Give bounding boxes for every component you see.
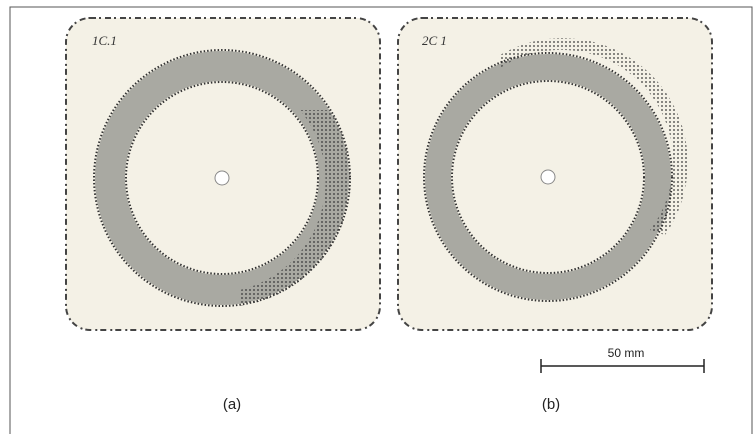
scale-label: 50 mm (608, 346, 645, 360)
figure: 1C.1 2C 1 50 mm (a) (b) (0, 0, 754, 434)
specimen-b: 2C 1 (398, 18, 712, 330)
caption: (b) (542, 396, 560, 413)
center-hole (215, 171, 229, 185)
specimen-tag: 1C.1 (92, 33, 117, 48)
specimen-tag: 2C 1 (422, 33, 447, 48)
specimen-a: 1C.1 (66, 18, 380, 330)
caption: (a) (223, 396, 241, 413)
center-hole (541, 170, 555, 184)
scale-bar: 50 mm (541, 346, 704, 373)
